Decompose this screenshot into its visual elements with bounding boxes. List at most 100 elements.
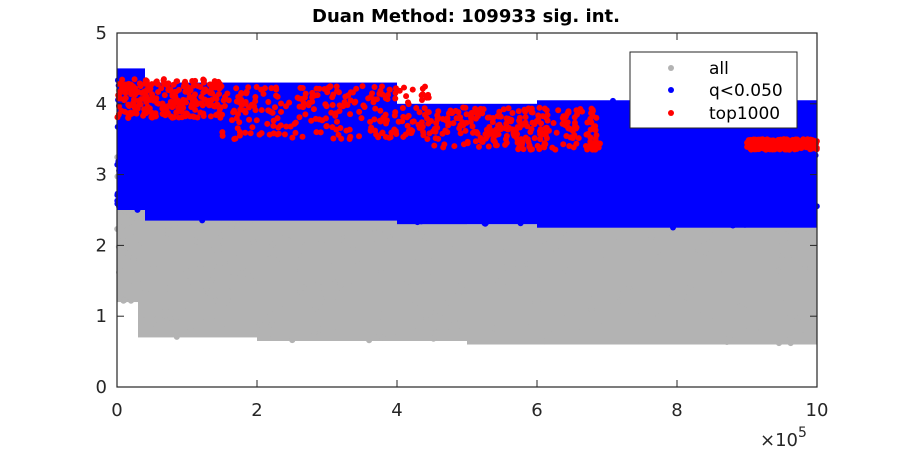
- data-point: [159, 105, 166, 112]
- data-point: [505, 105, 512, 112]
- data-point: [291, 84, 298, 91]
- data-point: [119, 196, 126, 203]
- data-point: [568, 198, 575, 205]
- data-point: [190, 82, 197, 89]
- data-point: [165, 80, 172, 87]
- data-point: [283, 123, 290, 130]
- data-point: [225, 97, 232, 104]
- data-point: [670, 224, 677, 231]
- data-point: [536, 104, 543, 111]
- data-point: [321, 299, 328, 306]
- data-point: [224, 145, 231, 152]
- data-point: [783, 240, 790, 247]
- data-point: [771, 218, 778, 225]
- data-point: [770, 253, 777, 260]
- data-point: [320, 279, 327, 286]
- data-point: [116, 88, 123, 95]
- data-point: [435, 135, 442, 142]
- data-point: [573, 124, 580, 131]
- data-point: [716, 297, 723, 304]
- data-point: [353, 257, 360, 264]
- data-point: [118, 181, 125, 188]
- data-point: [171, 223, 178, 230]
- data-point: [201, 96, 208, 103]
- data-point: [742, 291, 749, 298]
- data-point: [675, 290, 682, 297]
- data-point: [137, 136, 144, 143]
- data-point: [382, 111, 389, 118]
- data-point: [217, 237, 224, 244]
- data-point: [399, 104, 406, 111]
- data-point: [370, 334, 377, 341]
- data-point: [349, 89, 356, 96]
- data-point: [654, 200, 661, 207]
- y-tick-label: 4: [96, 94, 107, 115]
- data-point: [730, 140, 737, 147]
- data-point: [711, 254, 718, 261]
- data-point: [251, 329, 258, 336]
- data-point: [243, 88, 250, 95]
- data-point: [257, 148, 264, 155]
- data-point: [275, 124, 282, 131]
- data-point: [810, 182, 817, 189]
- data-point: [305, 102, 312, 109]
- data-point: [430, 335, 437, 342]
- point-cloud: [145, 82, 397, 221]
- data-point: [455, 274, 462, 281]
- data-point: [356, 282, 363, 289]
- data-point: [431, 309, 438, 316]
- data-point: [556, 200, 563, 207]
- data-point: [447, 240, 454, 247]
- data-point: [242, 109, 249, 116]
- data-point: [314, 92, 321, 99]
- data-point: [192, 106, 199, 113]
- data-point: [238, 96, 245, 103]
- data-point: [439, 116, 446, 123]
- data-point: [626, 281, 633, 288]
- data-point: [555, 107, 562, 114]
- data-point: [224, 90, 231, 97]
- data-point: [751, 186, 758, 193]
- data-point: [544, 112, 551, 119]
- data-point: [675, 166, 682, 173]
- data-point: [349, 152, 356, 159]
- data-point: [520, 158, 527, 165]
- data-point: [798, 131, 805, 138]
- data-point: [565, 109, 572, 116]
- data-point: [133, 198, 140, 205]
- data-point: [463, 165, 470, 172]
- data-point: [483, 126, 490, 133]
- data-point: [489, 130, 496, 137]
- data-point: [153, 78, 160, 85]
- data-point: [462, 195, 469, 202]
- data-point: [403, 93, 410, 100]
- data-point: [315, 280, 322, 287]
- data-point: [119, 223, 126, 230]
- data-point: [564, 159, 571, 166]
- data-point: [290, 110, 297, 117]
- data-point: [553, 187, 560, 194]
- data-point: [204, 256, 211, 263]
- data-point: [372, 105, 379, 112]
- data-point: [138, 239, 145, 246]
- data-point: [812, 152, 819, 159]
- data-point: [213, 95, 220, 102]
- data-point: [782, 231, 789, 238]
- data-point: [431, 324, 438, 331]
- data-point: [404, 122, 411, 129]
- y-tick-label: 2: [96, 235, 107, 256]
- data-point: [542, 338, 549, 345]
- data-point: [522, 114, 529, 121]
- data-point: [242, 129, 249, 136]
- data-point: [202, 318, 209, 325]
- data-point: [391, 112, 398, 119]
- data-point: [710, 206, 717, 213]
- data-point: [281, 131, 288, 138]
- data-point: [336, 107, 343, 114]
- data-point: [249, 124, 256, 131]
- data-point: [214, 315, 221, 322]
- data-point: [273, 315, 280, 322]
- data-point: [593, 132, 600, 139]
- data-point: [180, 83, 187, 90]
- data-point: [721, 210, 728, 217]
